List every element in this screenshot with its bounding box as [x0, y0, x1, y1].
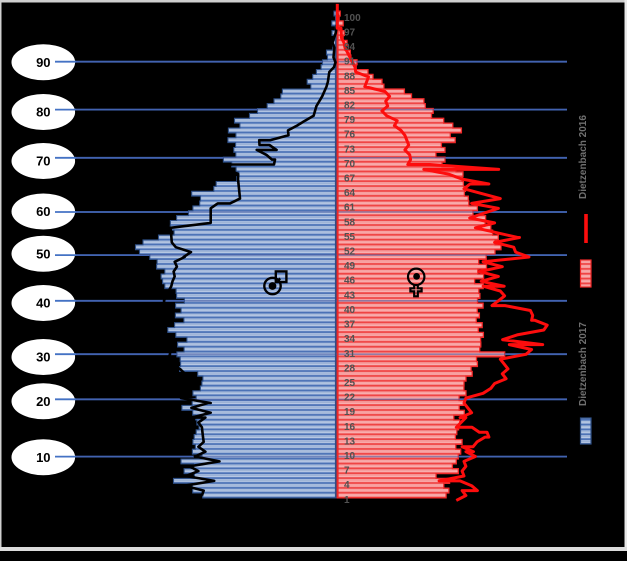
svg-text:50: 50	[36, 246, 50, 261]
svg-text:61: 61	[344, 203, 356, 214]
svg-text:76: 76	[344, 130, 356, 141]
svg-text:13: 13	[344, 436, 356, 447]
svg-text:67: 67	[344, 174, 356, 185]
svg-text:31: 31	[344, 349, 356, 360]
svg-text:70: 70	[344, 159, 356, 170]
svg-text:10: 10	[344, 451, 356, 462]
svg-text:40: 40	[344, 305, 356, 316]
svg-text:82: 82	[344, 101, 356, 112]
svg-text:43: 43	[344, 290, 356, 301]
svg-text:28: 28	[344, 363, 356, 374]
svg-text:88: 88	[344, 71, 356, 82]
svg-text:80: 80	[36, 105, 50, 120]
svg-text:4: 4	[344, 480, 350, 491]
svg-text:1: 1	[344, 495, 350, 506]
svg-text:37: 37	[344, 320, 356, 331]
svg-text:55: 55	[344, 232, 356, 243]
svg-text:64: 64	[344, 188, 356, 199]
svg-text:22: 22	[344, 393, 356, 404]
svg-text:30: 30	[36, 350, 50, 365]
svg-text:46: 46	[344, 276, 356, 287]
svg-text:34: 34	[344, 334, 356, 345]
svg-text:90: 90	[36, 55, 50, 70]
svg-text:91: 91	[344, 57, 356, 68]
svg-text:97: 97	[344, 28, 356, 39]
svg-text:60: 60	[36, 204, 50, 219]
svg-text:20: 20	[36, 394, 50, 409]
svg-text:58: 58	[344, 217, 356, 228]
svg-text:25: 25	[344, 378, 356, 389]
svg-text:73: 73	[344, 144, 356, 155]
svg-text:10: 10	[36, 450, 50, 465]
svg-text:40: 40	[36, 296, 50, 311]
svg-text:7: 7	[344, 466, 350, 477]
svg-text:Dietzenbach 2016: Dietzenbach 2016	[578, 115, 589, 199]
svg-text:94: 94	[344, 42, 356, 53]
svg-text:70: 70	[36, 154, 50, 169]
svg-text:100: 100	[344, 13, 361, 24]
svg-text:52: 52	[344, 247, 356, 258]
svg-text:49: 49	[344, 261, 356, 272]
svg-text:19: 19	[344, 407, 356, 418]
svg-text:85: 85	[344, 86, 356, 97]
svg-text:16: 16	[344, 422, 356, 433]
svg-text:Dietzenbach 2017: Dietzenbach 2017	[578, 322, 589, 406]
svg-text:79: 79	[344, 115, 356, 126]
